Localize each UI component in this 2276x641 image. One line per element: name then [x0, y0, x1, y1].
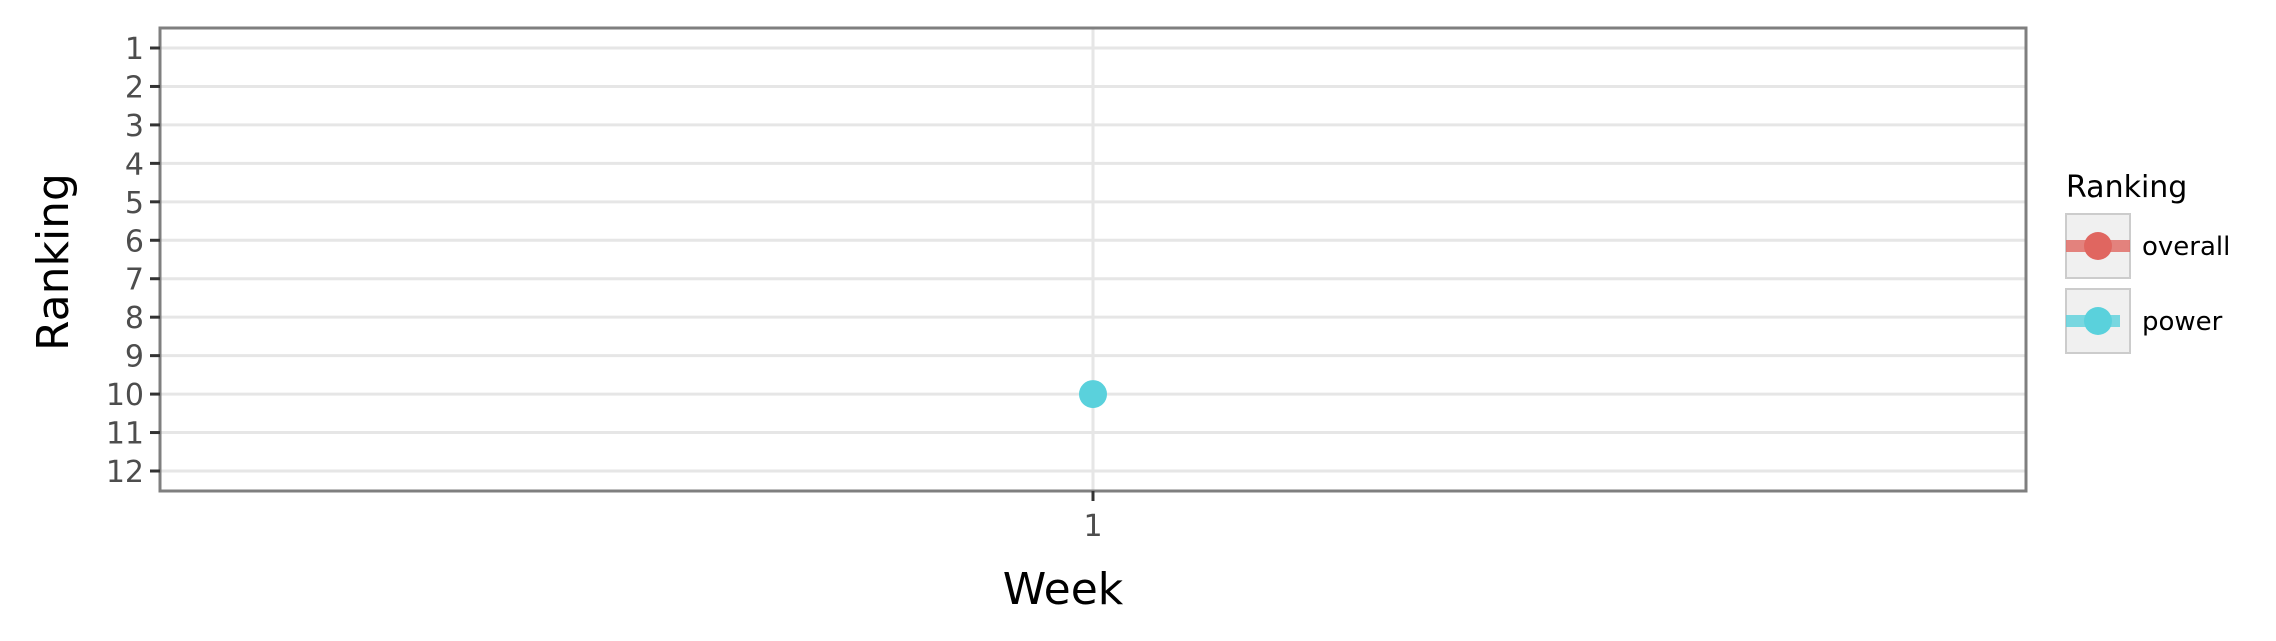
legend-item-power: power	[2065, 288, 2223, 354]
y-tick-label-4: 4	[125, 147, 144, 182]
legend: Ranking overall power	[2065, 170, 2230, 354]
legend-point-power	[2084, 307, 2112, 335]
x-tick-label-1: 1	[1083, 509, 1102, 544]
y-tick-label-12: 12	[106, 455, 144, 490]
y-tick-label-8: 8	[125, 301, 144, 336]
grid-lines	[160, 28, 2026, 491]
legend-item-overall: overall	[2065, 213, 2230, 279]
data-point-power-week-1	[1079, 380, 1107, 409]
y-tick-label-5: 5	[125, 186, 144, 221]
y-tick-label-7: 7	[125, 263, 144, 298]
y-tick-label-6: 6	[125, 224, 144, 259]
y-tick-label-3: 3	[125, 109, 144, 144]
legend-point-overall	[2084, 232, 2112, 260]
y-tick-label-11: 11	[106, 417, 144, 452]
legend-title: Ranking	[2066, 170, 2187, 205]
y-tick-label-2: 2	[125, 70, 144, 105]
x-axis-ticks: 1	[1083, 491, 1103, 544]
y-tick-label-10: 10	[106, 378, 144, 413]
legend-label-overall: overall	[2142, 232, 2230, 262]
y-tick-label-9: 9	[125, 340, 144, 375]
legend-label-power: power	[2142, 307, 2223, 337]
y-axis-title: Ranking	[28, 173, 79, 351]
y-tick-label-1: 1	[125, 32, 144, 67]
data-points	[1079, 380, 1107, 409]
x-axis-title: Week	[1003, 564, 1124, 615]
